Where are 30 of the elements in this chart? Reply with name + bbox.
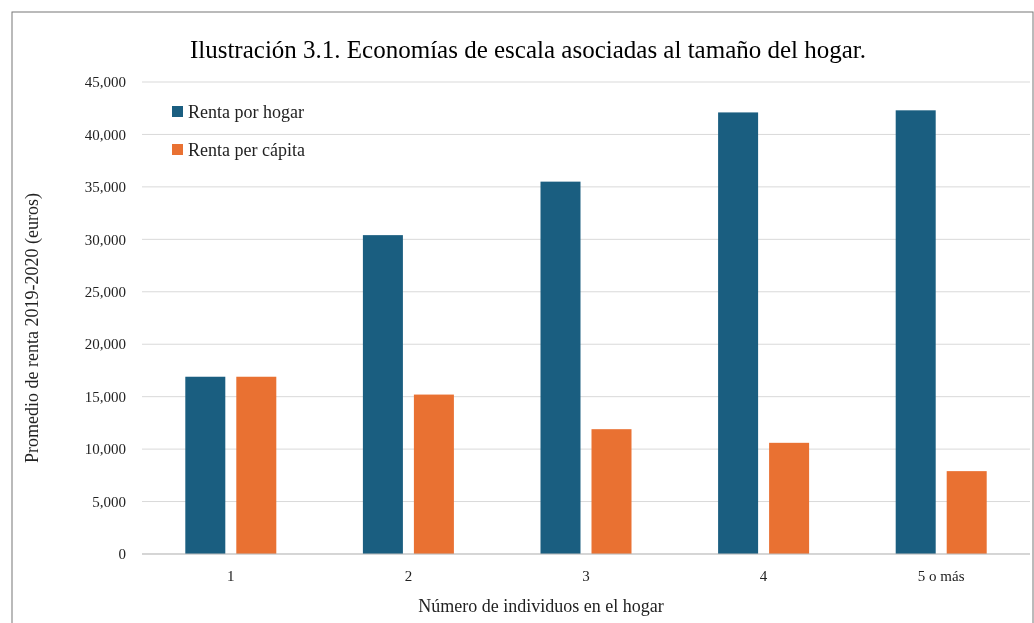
x-tick-label: 5 o más	[917, 568, 965, 584]
y-tick-label: 40,000	[84, 126, 126, 143]
y-tick-label: 35,000	[84, 179, 126, 196]
x-tick-label: 1	[227, 568, 235, 584]
bar	[946, 471, 987, 554]
bar	[362, 235, 403, 554]
y-tick-label: 10,000	[84, 441, 126, 458]
bar	[185, 376, 226, 554]
y-tick-label: 30,000	[84, 231, 126, 248]
y-tick-label: 0	[118, 546, 126, 563]
y-tick-label: 45,000	[84, 74, 126, 91]
chart-title: Ilustración 3.1. Economías de escala asociadas al tamaño del hogar.	[189, 36, 867, 63]
y-tick-label: 15,000	[84, 388, 126, 405]
y-tick-label: 5,000	[92, 493, 126, 510]
bar	[769, 442, 810, 554]
y-tick-label: 20,000	[84, 336, 126, 353]
bar	[895, 110, 936, 554]
y-axis-title: Promedio de renta 2019-2020 (euros)	[22, 193, 43, 463]
bar	[540, 181, 581, 554]
bar	[413, 394, 454, 554]
bar	[718, 112, 759, 554]
legend-label: Renta por hogar	[188, 102, 304, 123]
bar	[591, 429, 632, 554]
x-axis-title: Número de individuos en el hogar	[418, 596, 664, 616]
x-tick-label: 2	[404, 568, 413, 584]
bar	[236, 376, 277, 554]
x-tick-label: 4	[759, 568, 768, 584]
x-tick-label: 3	[582, 568, 590, 584]
legend-label: Renta per cápita	[188, 140, 305, 161]
y-tick-label: 25,000	[84, 284, 126, 301]
